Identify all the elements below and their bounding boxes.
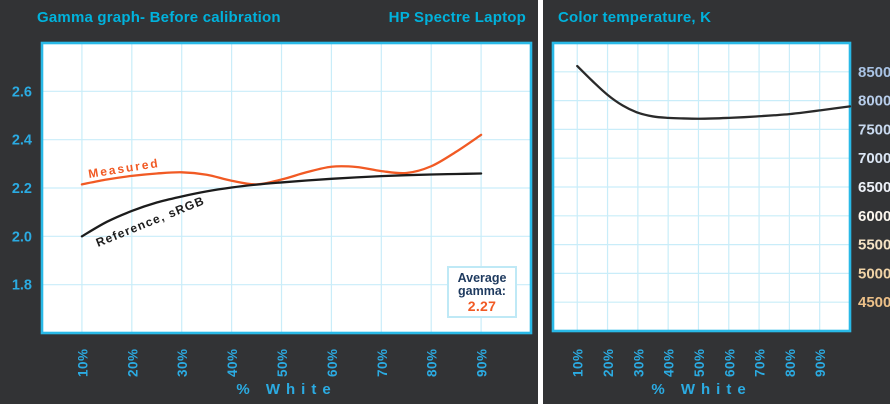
x-tick-label: 10% <box>75 348 90 377</box>
x-tick-label: 60% <box>722 348 737 377</box>
x-tick-label: 80% <box>425 348 440 377</box>
x-tick-label: 40% <box>225 348 240 377</box>
plot-border <box>551 41 852 333</box>
x-tick-label: 30% <box>175 348 190 377</box>
y-tick-label: 7500 <box>858 121 890 138</box>
y-tick-label: 2.2 <box>12 181 32 197</box>
y-tick-label: 5500 <box>858 237 890 254</box>
y-tick-label: 7000 <box>858 150 890 167</box>
series-curve-0 <box>576 64 852 120</box>
average-gamma-value: 2.27 <box>467 298 497 314</box>
x-tick-label: 70% <box>753 348 768 377</box>
series-curve-1 <box>80 172 483 238</box>
y-tick-label: 8000 <box>858 93 890 110</box>
x-axis-title: % White <box>651 381 751 398</box>
color-temp-panel: Color temperature, K 4500 5000 5500 6000 650… <box>543 0 890 404</box>
gamma-chart-title: Gamma graph- Before calibration <box>37 9 281 26</box>
x-tick-label: 90% <box>813 348 828 377</box>
y-tick-label: 5000 <box>858 265 890 282</box>
device-label: HP Spectre Laptop <box>388 9 526 26</box>
y-tick-label: 1.8 <box>12 278 32 294</box>
average-gamma-box: Average gamma: 2.27 <box>447 266 517 318</box>
gamma-chart-panel: Gamma graph- Before calibration HP Spect… <box>0 0 538 404</box>
y-tick-label: 2.4 <box>12 133 32 149</box>
x-tick-label: 60% <box>325 348 340 377</box>
series-curve-0 <box>80 133 483 186</box>
x-tick-label: 30% <box>631 348 646 377</box>
y-tick-label: 4500 <box>858 294 890 311</box>
x-tick-label: 20% <box>125 348 140 377</box>
color-temp-titlebar: Color temperature, K <box>558 9 878 26</box>
color-temp-plot: 4500 5000 5500 6000 6500 7000 7500 8000 8500 10% 2… <box>551 41 890 398</box>
x-tick-label: 50% <box>275 348 290 377</box>
gamma-chart-plot: 1.8 2.0 2.2 2.4 2.6 10% 20% 30% 40% 50% 60% 70% 80% 9… <box>12 41 533 398</box>
x-tick-label: 50% <box>692 348 707 377</box>
x-axis-title: % White <box>236 381 336 398</box>
x-tick-label: 80% <box>783 348 798 377</box>
x-tick-label: 40% <box>662 348 677 377</box>
average-gamma-label-line1: Average <box>457 271 507 285</box>
x-tick-label: 70% <box>375 348 390 377</box>
average-gamma-label-line2: gamma: <box>458 284 506 298</box>
y-tick-label: 6500 <box>858 179 890 196</box>
plot-border <box>40 41 533 335</box>
x-tick-label: 10% <box>571 348 586 377</box>
y-tick-label: 2.0 <box>12 229 32 245</box>
y-tick-label: 2.6 <box>12 84 32 100</box>
x-tick-label: 90% <box>475 348 490 377</box>
gamma-chart-titlebar: Gamma graph- Before calibration HP Spect… <box>37 9 526 26</box>
y-tick-label: 8500 <box>858 64 890 81</box>
color-temp-title: Color temperature, K <box>558 9 712 26</box>
y-tick-label: 6000 <box>858 208 890 225</box>
x-tick-label: 20% <box>601 348 616 377</box>
